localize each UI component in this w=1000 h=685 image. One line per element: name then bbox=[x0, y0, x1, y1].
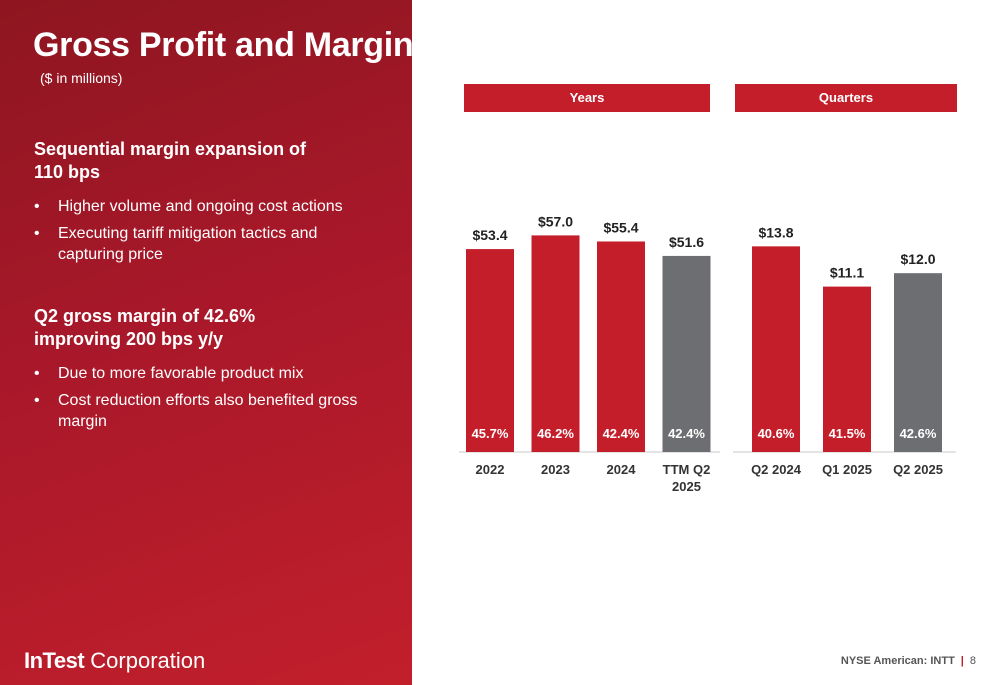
value-label: $57.0 bbox=[538, 213, 573, 229]
bullet-item: Higher volume and ongoing cost actions bbox=[34, 196, 374, 217]
slide-subtitle: ($ in millions) bbox=[40, 70, 123, 86]
section-heading: Q2 gross margin of 42.6% improving 200 b… bbox=[34, 306, 256, 349]
brand-rest: Corporation bbox=[84, 648, 206, 673]
category-label: 2023 bbox=[541, 462, 570, 477]
margin-label: 42.6% bbox=[900, 426, 937, 441]
category-label: Q2 2024 bbox=[751, 462, 802, 477]
margin-label: 42.4% bbox=[668, 426, 705, 441]
value-label: $51.6 bbox=[669, 234, 704, 250]
category-label: 2025 bbox=[672, 479, 701, 494]
value-label: $53.4 bbox=[472, 227, 507, 243]
footer: NYSE American: INTT | 8 bbox=[841, 655, 976, 667]
ticker: NYSE American: INTT bbox=[840, 655, 955, 667]
category-label: 2024 bbox=[607, 462, 637, 477]
bar bbox=[531, 235, 580, 452]
section-margin-expansion: Sequential margin expansion of 110 bps H… bbox=[34, 138, 374, 271]
intest-logo: InTest Corporation bbox=[24, 648, 205, 674]
value-label: $55.4 bbox=[603, 219, 638, 235]
bullet-list: Higher volume and ongoing cost actions E… bbox=[34, 196, 374, 265]
category-label: Q2 2025 bbox=[893, 462, 943, 477]
brand-bold: InTest bbox=[24, 648, 85, 673]
left-panel: Gross Profit and Margin ($ in millions) … bbox=[0, 0, 414, 685]
bullet-item: Executing tariff mitigation tactics and … bbox=[34, 223, 374, 265]
slide-title: Gross Profit and Margin bbox=[33, 26, 414, 64]
bullet-item: Cost reduction efforts also benefited gr… bbox=[34, 390, 374, 432]
margin-label: 46.2% bbox=[537, 426, 574, 441]
bar bbox=[597, 241, 645, 452]
bar bbox=[466, 249, 514, 452]
bullet-item: Due to more favorable product mix bbox=[34, 363, 374, 384]
value-label: $12.0 bbox=[900, 251, 935, 267]
bar bbox=[662, 255, 711, 452]
category-label: 2022 bbox=[476, 462, 505, 477]
bar bbox=[894, 273, 942, 452]
quarters-header: Quarters bbox=[735, 84, 957, 112]
value-label: $13.8 bbox=[758, 224, 793, 240]
bullet-list: Due to more favorable product mix Cost r… bbox=[34, 363, 374, 432]
margin-label: 41.5% bbox=[829, 426, 866, 441]
footer-separator: | bbox=[960, 655, 964, 667]
section-gross-margin: Q2 gross margin of 42.6% improving 200 b… bbox=[34, 305, 374, 438]
bar bbox=[752, 246, 800, 452]
page-number: 8 bbox=[969, 655, 976, 667]
value-label: $11.1 bbox=[830, 265, 864, 281]
category-label: Q1 2025 bbox=[822, 462, 872, 477]
margin-label: 45.7% bbox=[472, 426, 509, 441]
section-heading: Sequential margin expansion of 110 bps bbox=[34, 139, 307, 182]
category-label: TTM Q2 bbox=[663, 462, 711, 477]
years-header: Years bbox=[464, 84, 710, 112]
bar bbox=[823, 286, 871, 452]
margin-label: 40.6% bbox=[758, 426, 795, 441]
margin-label: 42.4% bbox=[603, 426, 640, 441]
